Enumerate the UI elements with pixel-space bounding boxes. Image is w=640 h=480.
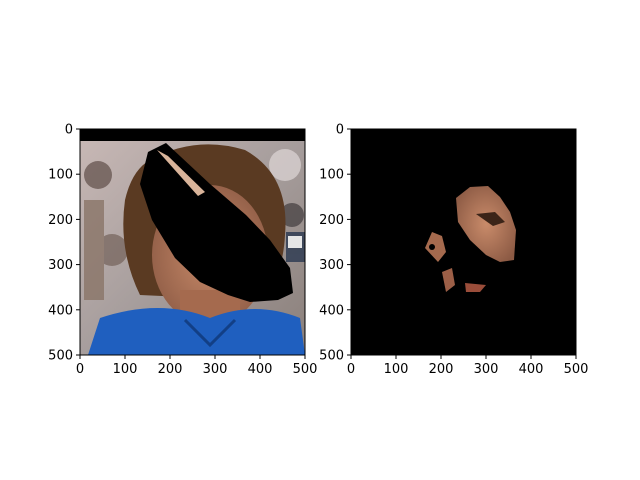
x-tick-label: 200 (158, 362, 183, 377)
x-tick-label: 400 (519, 362, 544, 377)
y-tick-label: 100 (48, 168, 73, 183)
right-axes-frame (350, 128, 577, 356)
x-tick-label: 300 (203, 362, 228, 377)
x-tick-label: 200 (429, 362, 454, 377)
x-tick-label: 300 (474, 362, 499, 377)
right-image (351, 129, 576, 355)
left-axes-frame (79, 128, 306, 356)
y-tick-label: 0 (65, 123, 73, 138)
x-tick-label: 400 (248, 362, 273, 377)
x-tick-label: 500 (293, 362, 318, 377)
y-tick-label: 400 (319, 303, 344, 318)
y-tick-label: 500 (319, 349, 344, 364)
x-tick-label: 100 (113, 362, 138, 377)
y-tick-label: 0 (336, 123, 344, 138)
x-tick-label: 0 (347, 362, 355, 377)
x-tick-label: 100 (384, 362, 409, 377)
x-tick-label: 0 (76, 362, 84, 377)
y-tick-label: 300 (48, 258, 73, 273)
y-tick-label: 200 (319, 213, 344, 228)
left-image (80, 129, 305, 355)
y-tick-label: 100 (319, 168, 344, 183)
y-tick-label: 200 (48, 213, 73, 228)
x-tick-label: 500 (564, 362, 589, 377)
y-tick-label: 500 (48, 349, 73, 364)
y-tick-label: 300 (319, 258, 344, 273)
y-tick-label: 400 (48, 303, 73, 318)
